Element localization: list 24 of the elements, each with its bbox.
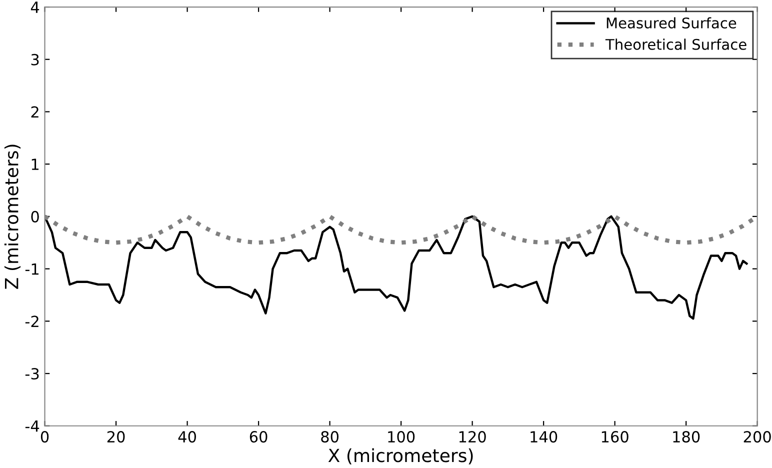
y-tick-label: 1: [32, 158, 39, 170]
x-tick-label: 120: [459, 431, 486, 443]
legend-label: Measured Surface: [606, 17, 736, 29]
y-tick-label: 3: [31, 54, 39, 66]
y-tick-label: -1: [25, 263, 39, 275]
y-tick-label: -2: [25, 316, 38, 327]
x-tick-label: 140: [530, 431, 558, 443]
y-tick-label: 0: [31, 210, 39, 222]
x-tick-label: 0: [40, 431, 49, 443]
y-tick-label: 4: [30, 2, 40, 13]
x-tick-label: 40: [178, 431, 196, 443]
x-tick-label: 100: [388, 431, 415, 443]
legend-label: Theoretical Surface: [605, 38, 746, 50]
y-axis-title: Z (micrometers): [4, 144, 21, 289]
x-tick-label: 60: [250, 431, 268, 443]
x-tick-label: 160: [602, 431, 628, 443]
y-tick-label: -3: [25, 368, 39, 380]
x-tick-label: 20: [107, 431, 125, 443]
x-tick-label: 180: [673, 431, 700, 443]
x-axis-title: X (micrometers): [328, 448, 473, 464]
x-tick-label: 80: [321, 431, 339, 443]
y-tick-label: 2: [31, 106, 38, 118]
x-tick-label: 200: [744, 431, 771, 443]
y-tick-label: -4: [25, 420, 40, 432]
